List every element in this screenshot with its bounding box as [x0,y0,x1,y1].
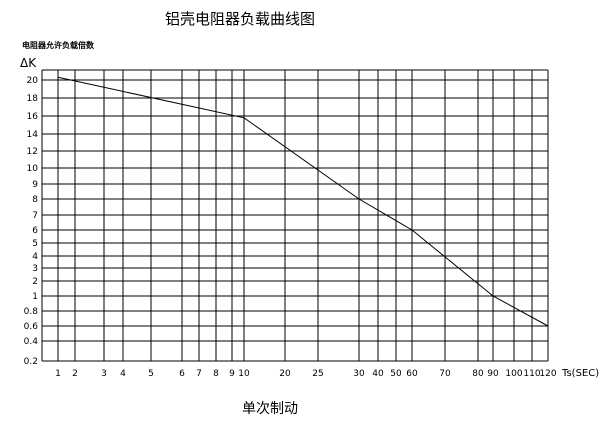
y-tick-labels: 20 18 16 14 12 10 9 8 7 6 5 4 3 2 1 0.8 0.6 0.4 0.2 [24,76,39,367]
y-axis-label: ΔK [20,56,37,70]
y-tick-label: 18 [27,94,39,104]
y-tick-label: 3 [32,264,38,274]
y-tick-label: 6 [32,226,38,236]
y-tick-label: 4 [32,252,38,262]
y-tick-label: 5 [32,239,38,249]
x-tick-label: 2 [72,369,78,379]
y-tick-label: 14 [27,130,39,140]
x-tick-label: 4 [120,369,126,379]
x-tick-label: 100 [505,369,522,379]
y-tick-label: 7 [32,211,38,221]
x-tick-label: 9 [229,369,235,379]
chart-subtitle: 电阻器允许负载倍数 [22,41,94,50]
x-tick-label: 3 [101,369,107,379]
y-tick-label: 0.6 [24,322,39,332]
x-axis-label: Ts(SEC) [561,368,599,379]
x-tick-label: 80 [472,369,484,379]
x-tick-label: 5 [148,369,154,379]
x-tick-label: 60 [406,369,418,379]
x-tick-label: 1 [55,369,61,379]
y-tick-label: 0.8 [24,307,39,317]
y-tick-label: 0.2 [24,357,38,367]
x-tick-label: 50 [390,369,402,379]
x-tick-label: 10 [238,369,250,379]
chart-footer-label: 单次制动 [242,401,298,417]
y-tick-label: 20 [27,76,39,86]
x-tick-label: 120 [539,369,556,379]
x-tick-label: 110 [523,369,540,379]
y-tick-label: 1 [32,292,38,302]
y-tick-label: 0.4 [24,337,39,347]
x-tick-label: 25 [312,369,323,379]
x-tick-label: 90 [487,369,499,379]
x-tick-label: 30 [353,369,365,379]
chart-title: 铝壳电阻器负载曲线图 [164,10,315,28]
x-tick-label: 6 [179,369,185,379]
y-tick-label: 9 [32,180,38,190]
x-tick-label: 8 [213,369,219,379]
x-tick-label: 70 [439,369,451,379]
y-tick-label: 2 [32,277,38,287]
y-tick-label: 16 [27,112,39,122]
chart-grid [41,69,549,362]
x-tick-label: 20 [279,369,291,379]
x-tick-label: 40 [372,369,384,379]
y-tick-label: 8 [32,195,38,205]
x-tick-label: 7 [196,369,202,379]
series-line [57,76,549,327]
y-tick-label: 12 [27,147,38,157]
y-tick-label: 10 [27,164,39,174]
chart-series [57,76,549,327]
